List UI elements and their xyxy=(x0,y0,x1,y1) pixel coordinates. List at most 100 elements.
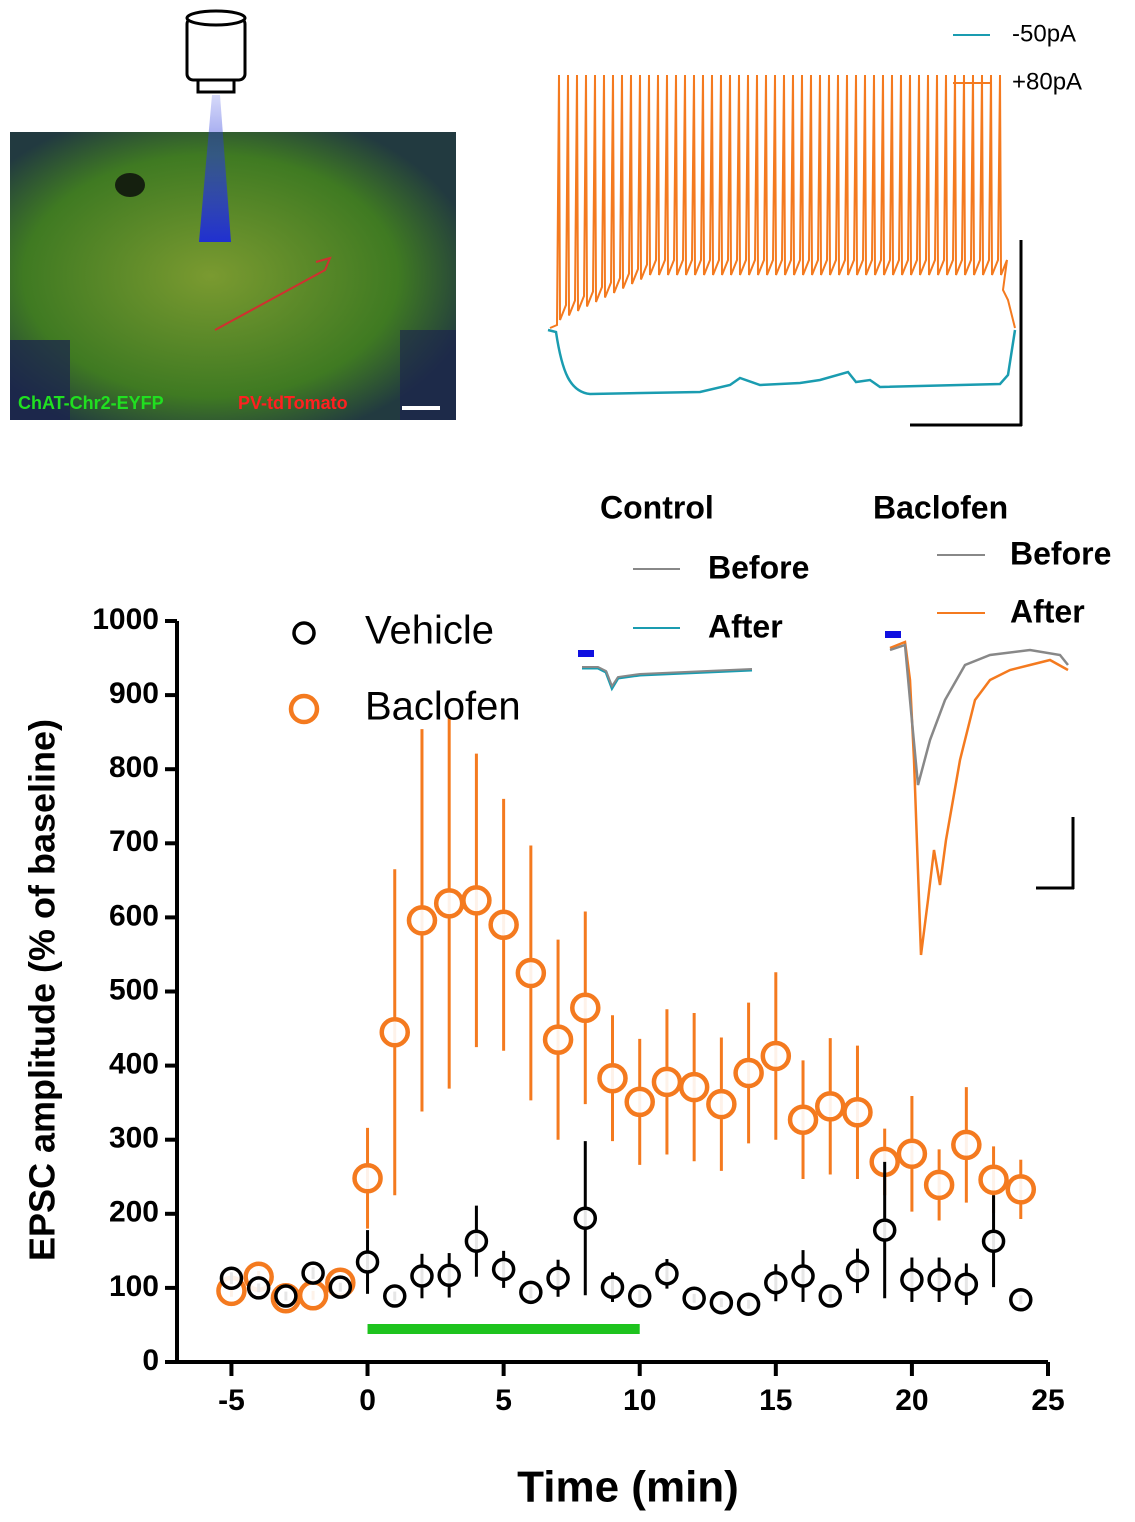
point xyxy=(410,1264,434,1288)
point xyxy=(600,1275,625,1299)
point xyxy=(433,888,465,919)
trace-before xyxy=(889,643,1069,786)
y-tick-label: 900 xyxy=(109,677,159,710)
point xyxy=(570,992,601,1024)
point xyxy=(764,1270,788,1295)
inset-title: Baclofen xyxy=(873,489,1008,525)
legend-label: Before xyxy=(708,549,809,585)
legend-label: Baclofen xyxy=(365,685,521,729)
point xyxy=(352,1162,383,1194)
light-beam xyxy=(199,95,231,242)
point xyxy=(379,1017,410,1048)
y-tick-label: 200 xyxy=(109,1196,159,1229)
trace-before xyxy=(582,666,753,689)
objective-body xyxy=(185,16,247,82)
point xyxy=(951,1129,982,1161)
image-label: PV-tdTomato xyxy=(238,393,348,413)
y-tick-label: 600 xyxy=(109,899,159,932)
point xyxy=(383,1284,407,1308)
point xyxy=(896,1138,928,1170)
y-tick-label: 1000 xyxy=(92,603,159,636)
point xyxy=(624,1086,655,1118)
y-tick-label: 300 xyxy=(109,1122,159,1155)
point xyxy=(733,1057,764,1089)
inset-title: Control xyxy=(600,489,714,525)
hyperpolarization-trace xyxy=(547,328,1017,396)
point xyxy=(297,1280,329,1311)
point xyxy=(515,957,547,989)
point xyxy=(274,1284,298,1308)
image-label: ChAT-Chr2-EYFP xyxy=(18,393,164,413)
point xyxy=(760,1040,792,1072)
x-tick-label: 20 xyxy=(895,1384,928,1417)
spike-trace xyxy=(549,74,1016,329)
point xyxy=(246,1276,271,1300)
point xyxy=(791,1264,815,1288)
vessel xyxy=(115,173,145,197)
legend-label: After xyxy=(1010,593,1085,629)
point xyxy=(573,1206,598,1230)
point xyxy=(488,909,519,941)
legend-label: Vehicle xyxy=(365,609,494,653)
point xyxy=(491,1257,516,1282)
y-tick-label: 100 xyxy=(109,1270,159,1303)
point xyxy=(900,1267,924,1292)
point xyxy=(981,1229,1006,1253)
point xyxy=(787,1104,819,1135)
point xyxy=(406,905,438,936)
y-axis-label: EPSC amplitude (% of baseline) xyxy=(22,719,63,1261)
point xyxy=(655,1262,679,1286)
point xyxy=(818,1284,842,1308)
point xyxy=(842,1097,873,1128)
plot: 0 100 200 300 400 500 600 700 800 900 1000 -5 0 5 10 15… xyxy=(92,603,1064,1417)
trace-after xyxy=(889,640,1069,956)
point xyxy=(736,1292,761,1316)
x-tick-label: 10 xyxy=(623,1384,656,1417)
point xyxy=(923,1169,955,1201)
point xyxy=(542,1024,574,1055)
point xyxy=(519,1280,543,1305)
y-tick-label: 0 xyxy=(142,1344,159,1377)
y-tick-label: 700 xyxy=(109,825,159,858)
point xyxy=(706,1088,737,1120)
point xyxy=(709,1290,734,1315)
point xyxy=(627,1284,652,1308)
point xyxy=(1005,1174,1037,1205)
point xyxy=(355,1250,380,1274)
legend-label: +80pA xyxy=(1012,68,1082,95)
point xyxy=(464,1229,489,1253)
micrograph: ChAT-Chr2-EYFP PV-tdTomato xyxy=(10,132,456,420)
y-tick-label: 800 xyxy=(109,751,159,784)
point xyxy=(437,1263,461,1288)
point xyxy=(1009,1288,1033,1312)
objective-top xyxy=(185,9,247,27)
x-tick-label: 25 xyxy=(1031,1384,1064,1417)
point xyxy=(461,885,492,916)
epsc-insets: Control Before After Baclofen Before Aft… xyxy=(578,489,1111,956)
point xyxy=(954,1272,979,1296)
firing-inset: -50pA +80pA xyxy=(547,20,1082,427)
point xyxy=(682,1286,706,1311)
point xyxy=(678,1071,710,1103)
y-tick-label: 400 xyxy=(109,1048,159,1081)
legend-label: Before xyxy=(1010,535,1111,571)
point xyxy=(845,1259,870,1283)
light-pulse xyxy=(578,650,594,657)
point xyxy=(219,1266,244,1291)
point xyxy=(872,1218,897,1242)
legend-label: After xyxy=(708,608,783,644)
tissue-edge xyxy=(400,330,456,420)
point xyxy=(978,1164,1009,1195)
x-tick-label: 15 xyxy=(759,1384,792,1417)
x-tick-label: -5 xyxy=(218,1384,245,1417)
legend-marker xyxy=(288,693,320,725)
objective-lens xyxy=(196,78,236,94)
point xyxy=(328,1275,353,1299)
objective xyxy=(185,9,247,242)
pipette xyxy=(214,256,332,331)
point xyxy=(597,1062,628,1094)
tissue-edge xyxy=(10,340,70,420)
legend-label: -50pA xyxy=(1012,20,1076,47)
point xyxy=(546,1266,570,1291)
